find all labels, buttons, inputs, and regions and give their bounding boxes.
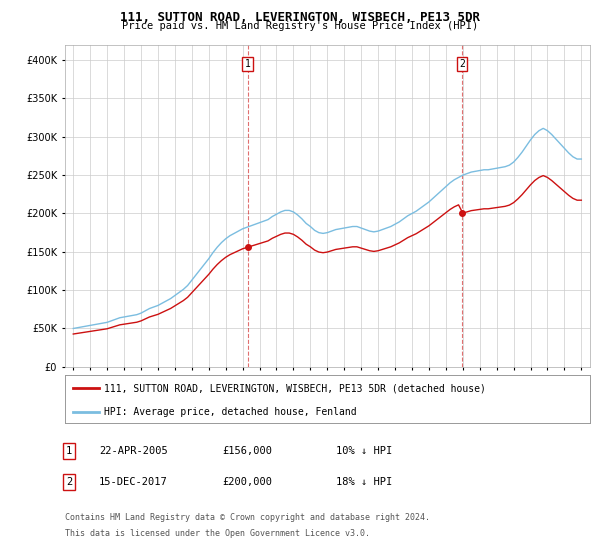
Text: 111, SUTTON ROAD, LEVERINGTON, WISBECH, PE13 5DR (detached house): 111, SUTTON ROAD, LEVERINGTON, WISBECH, … bbox=[104, 383, 486, 393]
Text: 2: 2 bbox=[66, 477, 72, 487]
Text: 1: 1 bbox=[245, 59, 251, 69]
Text: 18% ↓ HPI: 18% ↓ HPI bbox=[336, 477, 392, 487]
Text: 10% ↓ HPI: 10% ↓ HPI bbox=[336, 446, 392, 456]
Text: This data is licensed under the Open Government Licence v3.0.: This data is licensed under the Open Gov… bbox=[65, 529, 370, 538]
Text: 1: 1 bbox=[66, 446, 72, 456]
Text: 15-DEC-2017: 15-DEC-2017 bbox=[99, 477, 168, 487]
Text: 2: 2 bbox=[459, 59, 465, 69]
Text: HPI: Average price, detached house, Fenland: HPI: Average price, detached house, Fenl… bbox=[104, 407, 357, 417]
Text: £156,000: £156,000 bbox=[222, 446, 272, 456]
Text: Price paid vs. HM Land Registry's House Price Index (HPI): Price paid vs. HM Land Registry's House … bbox=[122, 21, 478, 31]
Text: £200,000: £200,000 bbox=[222, 477, 272, 487]
Text: 22-APR-2005: 22-APR-2005 bbox=[99, 446, 168, 456]
Text: 111, SUTTON ROAD, LEVERINGTON, WISBECH, PE13 5DR: 111, SUTTON ROAD, LEVERINGTON, WISBECH, … bbox=[120, 11, 480, 24]
Text: Contains HM Land Registry data © Crown copyright and database right 2024.: Contains HM Land Registry data © Crown c… bbox=[65, 514, 430, 522]
